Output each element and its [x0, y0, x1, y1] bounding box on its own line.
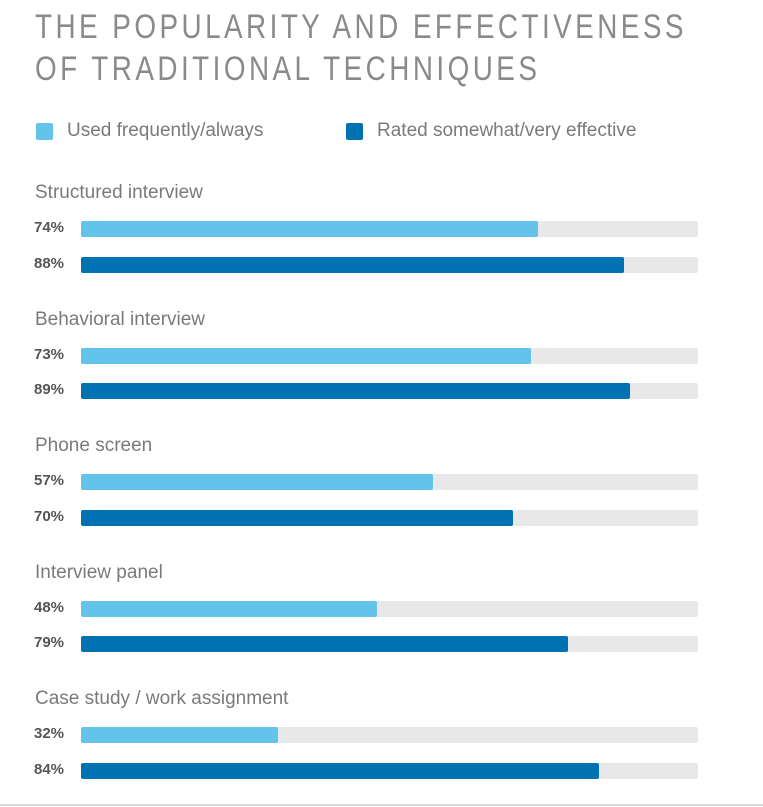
category-label: Behavioral interview [35, 308, 206, 330]
category-label: Structured interview [35, 182, 203, 203]
bar-used-frequently [81, 347, 532, 364]
bar-used-frequently [81, 221, 538, 237]
bar-rated-effective [81, 383, 631, 399]
bar-used-frequently [81, 727, 279, 743]
legend-swatch-effective [346, 123, 363, 140]
bar-rated-effective [81, 636, 569, 652]
chart-title: THE POPULARITY AND EFFECTIVENESS OF TRAD… [35, 6, 707, 90]
bar-rated-effective [81, 762, 600, 779]
bar-used-frequently [81, 474, 433, 490]
value-label: 89% [34, 381, 65, 398]
category-label: Phone screen [35, 435, 153, 456]
bar-track [81, 256, 698, 273]
value-label: 73% [34, 345, 65, 363]
value-label: 84% [34, 760, 65, 778]
bar-track [81, 383, 698, 399]
bar-track [81, 221, 698, 237]
bar-track [81, 636, 698, 652]
bar-track [81, 762, 698, 779]
chart-title-line-2: OF TRADITIONAL TECHNIQUES [35, 50, 541, 88]
value-label: 70% [34, 507, 65, 525]
legend-label-effective: Rated somewhat/very effective [377, 120, 637, 141]
bar-track [81, 600, 698, 617]
bottom-divider [0, 804, 763, 806]
bar-track [81, 509, 698, 526]
category-label: Case study / work assignment [35, 688, 289, 709]
category-label: Interview panel [35, 561, 163, 583]
value-label: 48% [34, 598, 65, 616]
value-label: 88% [34, 254, 65, 272]
bar-track [81, 727, 698, 743]
chart-title-line-1: THE POPULARITY AND EFFECTIVENESS [35, 8, 687, 46]
bar-rated-effective [81, 256, 624, 273]
bar-used-frequently [81, 600, 378, 617]
bar-rated-effective [81, 509, 513, 526]
legend-label-used: Used frequently/always [67, 120, 264, 141]
legend-swatch-used [36, 123, 53, 140]
value-label: 74% [34, 219, 65, 236]
value-label: 32% [34, 725, 65, 742]
value-label: 57% [34, 472, 65, 489]
bar-track [81, 347, 698, 364]
bar-track [81, 474, 698, 490]
value-label: 79% [34, 634, 65, 651]
